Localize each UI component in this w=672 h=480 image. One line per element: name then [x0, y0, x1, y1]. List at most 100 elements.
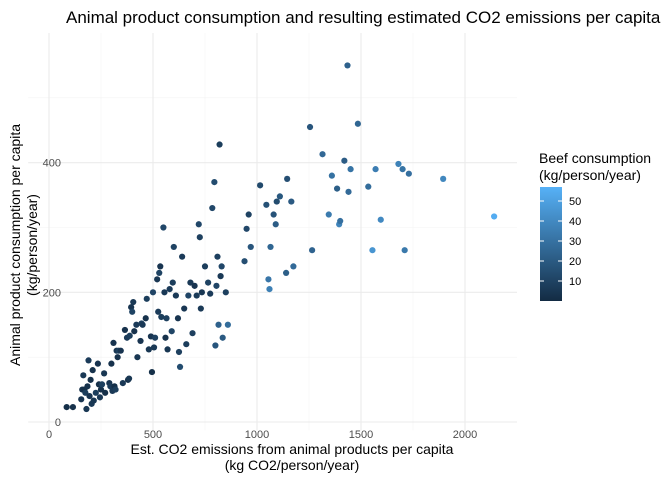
chart-title: Animal product consumption and resulting…: [66, 8, 661, 27]
data-point: [288, 198, 295, 205]
data-point: [263, 201, 270, 208]
data-point: [377, 216, 384, 223]
data-point: [309, 247, 316, 254]
data-point: [172, 292, 179, 299]
data-point: [110, 339, 117, 347]
data-point: [209, 204, 216, 212]
data-point: [354, 120, 361, 127]
x-axis-title-line2: (kg CO2/person/year): [225, 457, 360, 473]
data-point: [69, 403, 77, 411]
data-point: [345, 188, 352, 195]
data-point: [154, 276, 161, 283]
data-point: [341, 157, 348, 164]
data-point: [82, 389, 89, 396]
data-point: [158, 313, 165, 321]
data-point: [372, 166, 379, 173]
data-point: [155, 308, 162, 315]
data-point: [187, 279, 194, 286]
data-point: [119, 380, 126, 387]
data-point: [196, 234, 203, 241]
data-point: [205, 279, 212, 286]
y-tick-label: 200: [43, 287, 61, 299]
data-point: [201, 263, 209, 270]
data-point: [191, 282, 198, 289]
data-point: [283, 269, 290, 276]
data-point: [84, 383, 91, 390]
data-point: [195, 221, 202, 228]
legend-ticks: 10 20 30 40 50: [540, 196, 581, 288]
data-point: [284, 175, 291, 182]
data-point: [157, 263, 164, 270]
data-point: [85, 357, 92, 364]
legend-tick-label: 10: [569, 276, 581, 288]
data-point: [102, 389, 109, 396]
data-point: [96, 394, 104, 401]
legend-tick-label: 50: [569, 196, 581, 208]
data-point: [395, 160, 402, 168]
data-point: [150, 344, 158, 351]
data-point: [399, 166, 406, 173]
data-point: [87, 376, 94, 383]
data-point: [175, 348, 183, 356]
data-point: [139, 321, 146, 328]
data-point: [63, 403, 70, 411]
data-point: [273, 198, 280, 205]
data-point: [247, 243, 254, 251]
data-point: [193, 292, 200, 299]
data-point: [197, 305, 204, 312]
data-point: [185, 292, 192, 299]
y-axis-title-line2: (kg/person/year): [24, 194, 40, 296]
data-point: [80, 372, 87, 379]
data-point: [130, 298, 137, 306]
y-tick-label: 400: [43, 158, 61, 170]
data-point: [257, 182, 264, 189]
x-tick-label: 1000: [245, 429, 269, 441]
data-point: [337, 217, 344, 225]
data-point: [145, 346, 152, 353]
x-axis-title-line1: Est. CO2 emissions from animal products …: [131, 441, 454, 457]
data-point: [270, 211, 277, 218]
grid: [28, 33, 517, 431]
y-tick-label: 0: [55, 417, 61, 429]
data-point: [491, 213, 498, 220]
legend-tick-label: 40: [569, 216, 581, 228]
data-point: [290, 263, 297, 270]
data-point: [333, 185, 341, 192]
x-tick-label: 1500: [349, 429, 373, 441]
data-point: [151, 334, 159, 341]
data-point: [169, 279, 176, 286]
data-point: [328, 172, 335, 179]
data-point: [137, 337, 144, 345]
data-point: [78, 396, 85, 403]
data-point: [117, 347, 124, 354]
data-point: [121, 326, 129, 334]
data-point: [97, 386, 105, 393]
data-point: [272, 221, 279, 228]
data-point: [170, 243, 177, 251]
x-axis-ticks: 0 500 1000 1500 2000: [46, 429, 477, 441]
data-point: [161, 289, 168, 296]
y-axis-title-line1: Animal product consumption per capita: [7, 124, 23, 366]
data-point: [98, 381, 106, 388]
data-point: [222, 289, 229, 296]
data-point: [148, 368, 156, 376]
data-point: [133, 321, 140, 328]
data-point: [176, 363, 184, 370]
data-point: [86, 392, 93, 400]
y-axis-ticks: 0 200 400: [43, 158, 61, 429]
data-point: [134, 354, 141, 361]
data-point: [108, 360, 115, 367]
legend-title-line2: (kg/person/year): [539, 167, 641, 183]
data-point: [344, 62, 351, 69]
data-point: [245, 211, 252, 218]
data-point: [94, 360, 101, 367]
data-point: [156, 269, 163, 276]
x-tick-label: 0: [46, 429, 52, 441]
legend-colorbar: [540, 187, 562, 301]
data-point: [266, 285, 273, 293]
data-point: [183, 341, 190, 348]
data-point: [129, 308, 136, 315]
data-point: [131, 328, 138, 335]
data-point: [143, 295, 150, 302]
data-point: [174, 315, 182, 322]
